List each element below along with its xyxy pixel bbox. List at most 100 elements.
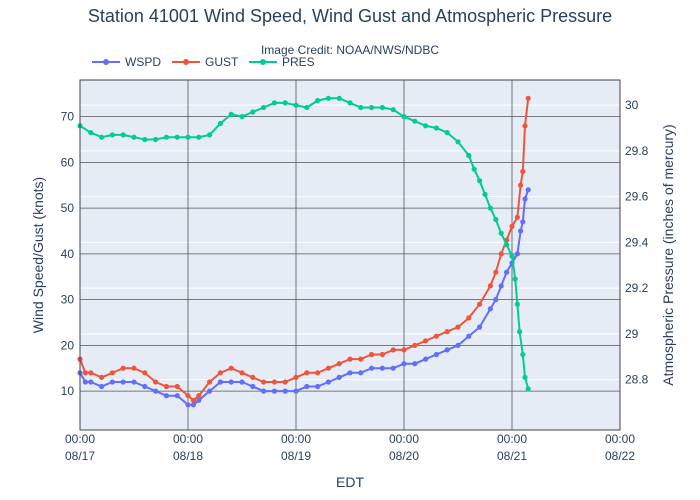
data-point-wspd bbox=[239, 379, 245, 385]
data-point-gust bbox=[498, 251, 504, 257]
data-point-wspd bbox=[514, 251, 521, 257]
y2-axis-ticks: 28.8 29 29.2 29.4 29.6 29.8 30 bbox=[625, 98, 649, 387]
data-point-pres bbox=[498, 230, 504, 236]
data-point-wspd bbox=[525, 187, 531, 193]
series-layer bbox=[77, 95, 531, 408]
y2-tick-label: 30 bbox=[625, 98, 639, 112]
x-tick-time: 00:00 bbox=[173, 432, 203, 446]
data-point-wspd bbox=[185, 402, 191, 408]
x-axis-label: EDT bbox=[336, 474, 364, 490]
data-point-pres bbox=[142, 136, 148, 143]
data-point-gust bbox=[261, 379, 267, 385]
data-point-wspd bbox=[282, 388, 288, 394]
y2-tick-label: 29.8 bbox=[625, 144, 649, 158]
y-axis-ticks: 10 20 30 40 50 60 70 bbox=[61, 110, 75, 399]
data-point-wspd bbox=[493, 297, 499, 303]
data-point-pres bbox=[228, 111, 234, 117]
data-point-pres bbox=[471, 166, 477, 172]
legend-item-wspd[interactable]: WSPD bbox=[92, 55, 161, 69]
data-point-wspd bbox=[412, 361, 418, 367]
y2-tick-label: 29 bbox=[625, 327, 639, 341]
data-point-wspd bbox=[293, 388, 299, 394]
data-point-pres bbox=[325, 95, 331, 101]
data-point-gust bbox=[315, 370, 321, 376]
plot-frame bbox=[79, 79, 621, 431]
data-point-pres bbox=[517, 329, 523, 335]
y2-tick-label: 28.8 bbox=[625, 373, 649, 387]
data-point-wspd bbox=[455, 342, 461, 348]
data-point-pres bbox=[120, 132, 126, 138]
x-tick-date: 08/22 bbox=[605, 449, 635, 463]
data-point-pres bbox=[131, 134, 137, 140]
data-point-gust bbox=[433, 333, 439, 339]
legend-swatch-marker bbox=[260, 59, 266, 65]
data-point-gust bbox=[239, 370, 245, 376]
data-point-gust bbox=[444, 329, 450, 335]
data-point-pres bbox=[261, 104, 267, 111]
data-point-wspd bbox=[379, 365, 385, 371]
data-point-wspd bbox=[217, 379, 223, 385]
data-point-pres bbox=[412, 118, 418, 124]
data-point-gust bbox=[120, 365, 126, 371]
data-point-pres bbox=[207, 132, 213, 138]
data-point-pres bbox=[401, 114, 407, 120]
data-point-pres bbox=[433, 125, 439, 131]
data-point-wspd bbox=[358, 370, 364, 376]
data-point-pres bbox=[512, 276, 518, 282]
data-point-wspd bbox=[250, 383, 256, 390]
data-point-gust bbox=[514, 214, 521, 220]
data-point-pres bbox=[315, 98, 321, 104]
data-point-gust bbox=[487, 283, 493, 289]
data-point-wspd bbox=[142, 383, 148, 390]
data-point-pres bbox=[379, 104, 385, 111]
data-point-gust bbox=[520, 168, 526, 175]
y-tick-label: 70 bbox=[61, 110, 75, 124]
x-tick-time: 00:00 bbox=[497, 432, 527, 446]
data-point-pres bbox=[88, 130, 94, 136]
data-point-pres bbox=[217, 120, 223, 127]
data-point-pres bbox=[493, 216, 499, 223]
data-point-pres bbox=[455, 139, 461, 145]
data-point-wspd bbox=[131, 379, 137, 385]
x-tick-date: 08/20 bbox=[389, 449, 419, 463]
data-point-pres bbox=[482, 191, 488, 197]
data-point-gust bbox=[82, 370, 88, 376]
data-point-gust bbox=[455, 324, 461, 330]
data-point-gust bbox=[493, 269, 499, 275]
x-tick-date: 08/21 bbox=[497, 449, 527, 463]
series-gust bbox=[77, 95, 531, 403]
data-point-wspd bbox=[433, 351, 439, 358]
data-point-pres bbox=[174, 134, 180, 140]
data-point-wspd bbox=[504, 269, 510, 275]
data-point-wspd bbox=[82, 379, 88, 385]
data-point-wspd bbox=[315, 383, 321, 390]
data-point-pres bbox=[358, 104, 364, 111]
plot-background bbox=[80, 80, 620, 430]
data-point-wspd bbox=[304, 383, 310, 390]
data-point-wspd bbox=[228, 379, 234, 385]
data-point-wspd bbox=[163, 393, 169, 399]
data-point-gust bbox=[190, 397, 196, 403]
data-point-pres bbox=[163, 134, 169, 140]
data-point-gust bbox=[390, 347, 396, 353]
data-point-gust bbox=[522, 123, 528, 129]
data-point-gust bbox=[379, 351, 385, 358]
data-point-wspd bbox=[261, 388, 267, 394]
legend-item-pres[interactable]: PRES bbox=[249, 55, 315, 69]
data-point-gust bbox=[509, 223, 515, 229]
legend-item-gust[interactable]: GUST bbox=[172, 55, 239, 69]
y-axis-label: Wind Speed/Gust (knots) bbox=[30, 177, 46, 333]
data-point-wspd bbox=[99, 383, 105, 390]
data-point-gust bbox=[99, 374, 105, 380]
data-point-wspd bbox=[174, 393, 180, 399]
data-point-pres bbox=[504, 242, 510, 248]
data-point-pres bbox=[196, 134, 202, 140]
data-point-pres bbox=[336, 95, 342, 101]
data-point-pres bbox=[423, 123, 429, 129]
x-tick-time: 00:00 bbox=[389, 432, 419, 446]
data-point-gust bbox=[109, 370, 115, 376]
data-point-pres bbox=[477, 178, 483, 184]
data-point-wspd bbox=[347, 370, 353, 376]
data-point-gust bbox=[401, 347, 407, 353]
data-point-gust bbox=[282, 379, 288, 385]
